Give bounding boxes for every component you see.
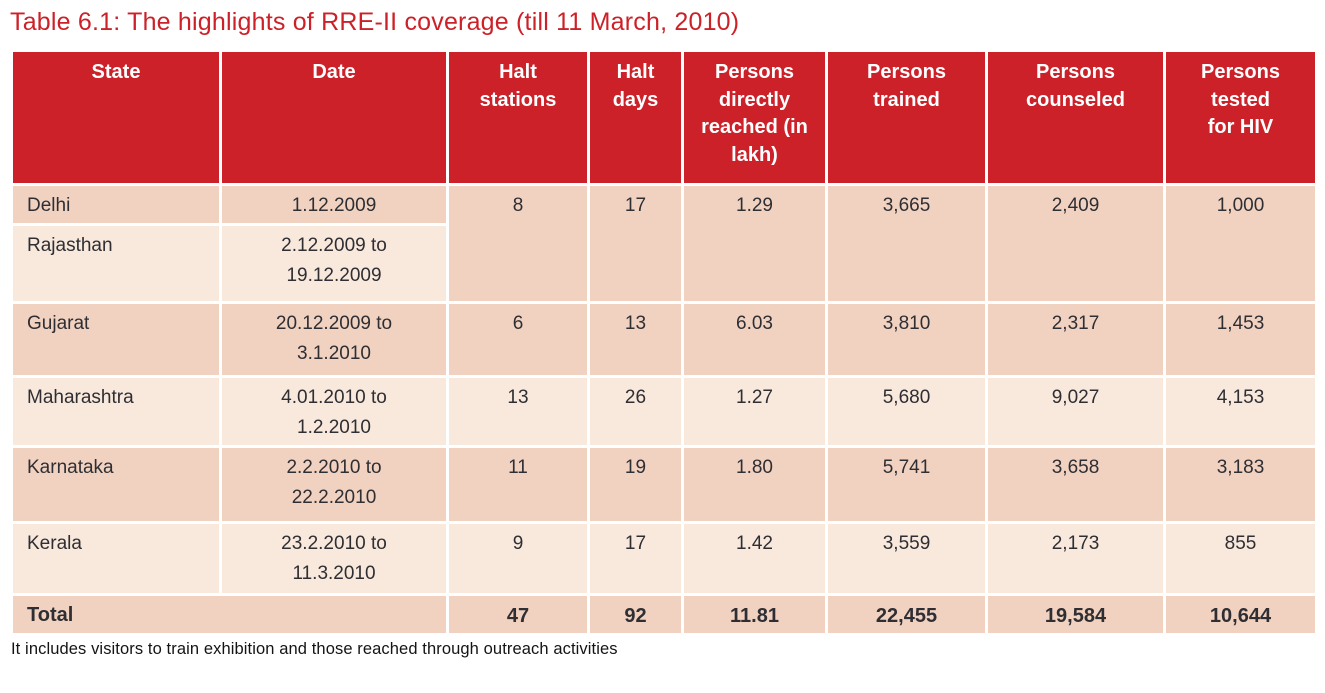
table-footnote: It includes visitors to train exhibition… [11, 639, 618, 658]
row-kerala: Kerala 23.2.2010 to 11.3.2010 9 17 1.42 … [10, 521, 1318, 596]
row-delhi: Delhi 1.12.2009 8 17 1.29 3,665 2,409 1,… [10, 183, 1318, 304]
row-karnataka: Karnataka 2.2.2010 to 22.2.2010 11 19 1.… [10, 445, 1318, 524]
cell-date: 2.12.2009 to 19.12.2009 [219, 223, 449, 304]
cell-halt-stations: 9 [446, 521, 590, 596]
cell-halt-days: 26 [587, 375, 684, 448]
cell-halt-days: 13 [587, 301, 684, 378]
cell-state: Kerala [10, 521, 222, 596]
cell-persons-counseled: 3,658 [985, 445, 1166, 524]
cell-date: 2.2.2010 to 22.2.2010 [219, 445, 449, 524]
cell-state: Gujarat [10, 301, 222, 378]
cell-state: Rajasthan [10, 223, 222, 304]
cell-total-persons-counseled: 19,584 [985, 593, 1166, 636]
cell-persons-reached: 1.29 [681, 183, 828, 304]
cell-persons-reached: 1.42 [681, 521, 828, 596]
cell-state: Delhi [10, 183, 222, 226]
cell-persons-reached: 1.80 [681, 445, 828, 524]
cell-persons-trained: 3,810 [825, 301, 988, 378]
col-header-persons-reached: Persons directly reached (in lakh) [681, 49, 828, 186]
col-header-persons-counseled: Persons counseled [985, 49, 1166, 186]
row-rajasthan: Rajasthan 2.12.2009 to 19.12.2009 [10, 223, 1317, 304]
cell-persons-tested: 855 [1163, 521, 1318, 596]
cell-persons-reached: 1.27 [681, 375, 828, 448]
cell-persons-trained: 5,741 [825, 445, 988, 524]
row-maharashtra: Maharashtra 4.01.2010 to 1.2.2010 13 26 … [10, 375, 1318, 448]
cell-total-persons-tested: 10,644 [1163, 593, 1318, 636]
cell-persons-trained: 5,680 [825, 375, 988, 448]
cell-total-label: Total [10, 593, 449, 636]
col-header-halt-stations: Halt stations [446, 49, 590, 186]
page: Table 6.1: The highlights of RRE-II cove… [10, 8, 1318, 658]
header-row: State Date Halt stations Halt days Perso… [10, 49, 1318, 186]
cell-persons-trained: 3,665 [825, 183, 988, 304]
cell-persons-counseled: 2,173 [985, 521, 1166, 596]
row-total: Total 47 92 11.81 22,455 19,584 10,644 [10, 593, 1318, 636]
cell-halt-days: 19 [587, 445, 684, 524]
cell-total-persons-trained: 22,455 [825, 593, 988, 636]
cell-persons-counseled: 2,409 [985, 183, 1166, 304]
cell-persons-tested: 3,183 [1163, 445, 1318, 524]
cell-date: 20.12.2009 to 3.1.2010 [219, 301, 449, 378]
cell-total-halt-stations: 47 [446, 593, 590, 636]
row-gujarat: Gujarat 20.12.2009 to 3.1.2010 6 13 6.03… [10, 301, 1318, 378]
table-title: Table 6.1: The highlights of RRE-II cove… [10, 8, 740, 36]
cell-date: 23.2.2010 to 11.3.2010 [219, 521, 449, 596]
cell-persons-tested: 4,153 [1163, 375, 1318, 448]
cell-date: 1.12.2009 [219, 183, 449, 226]
col-header-date: Date [219, 49, 449, 186]
cell-halt-stations: 11 [446, 445, 590, 524]
col-header-persons-tested: Persons tested for HIV [1163, 49, 1318, 186]
cell-halt-stations: 13 [446, 375, 590, 448]
col-header-state: State [10, 49, 222, 186]
cell-persons-counseled: 9,027 [985, 375, 1166, 448]
cell-halt-stations: 8 [446, 183, 590, 304]
cell-state: Maharashtra [10, 375, 222, 448]
cell-halt-stations: 6 [446, 301, 590, 378]
cell-halt-days: 17 [587, 183, 684, 304]
cell-persons-trained: 3,559 [825, 521, 988, 596]
cell-total-persons-reached: 11.81 [681, 593, 828, 636]
rre-coverage-table: State Date Halt stations Halt days Perso… [10, 49, 1318, 636]
cell-persons-counseled: 2,317 [985, 301, 1166, 378]
cell-date: 4.01.2010 to 1.2.2010 [219, 375, 449, 448]
cell-persons-reached: 6.03 [681, 301, 828, 378]
cell-state: Karnataka [10, 445, 222, 524]
col-header-persons-trained: Persons trained [825, 49, 988, 186]
cell-total-halt-days: 92 [587, 593, 684, 636]
col-header-halt-days: Halt days [587, 49, 684, 186]
cell-persons-tested: 1,000 [1163, 183, 1318, 304]
cell-halt-days: 17 [587, 521, 684, 596]
cell-persons-tested: 1,453 [1163, 301, 1318, 378]
